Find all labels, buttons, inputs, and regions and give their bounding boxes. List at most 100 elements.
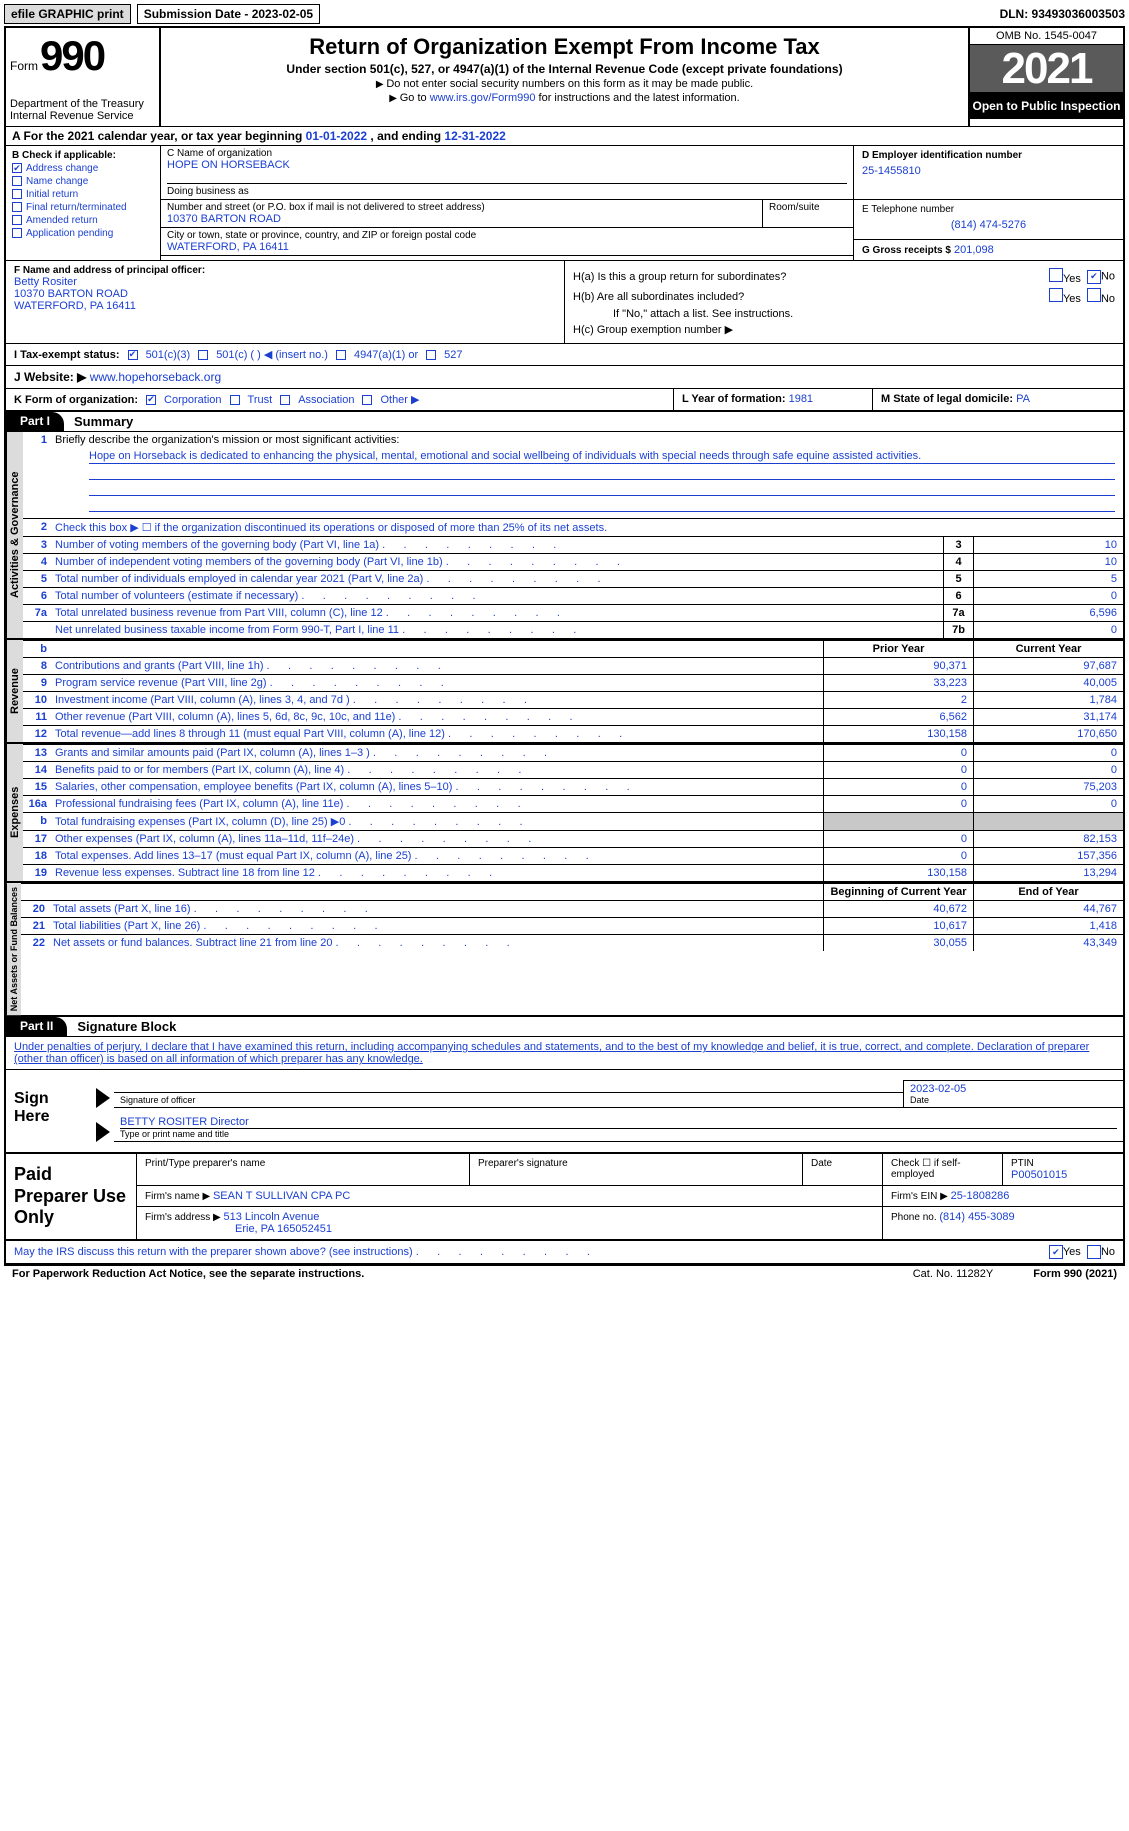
form-subtitle: Under section 501(c), 527, or 4947(a)(1)… <box>165 62 964 76</box>
city: WATERFORD, PA 16411 <box>167 241 847 253</box>
chk-assoc[interactable] <box>280 395 290 405</box>
chk-app-pending[interactable] <box>12 228 22 238</box>
instr-2: Go to www.irs.gov/Form990 for instructio… <box>165 92 964 104</box>
summary-line: 15 Salaries, other compensation, employe… <box>23 778 1123 795</box>
part-ii-header: Part II Signature Block <box>6 1017 1123 1037</box>
summary-line: 11 Other revenue (Part VIII, column (A),… <box>23 708 1123 725</box>
mission-text: Hope on Horseback is dedicated to enhanc… <box>89 450 1115 464</box>
signature-arrow-icon <box>96 1088 110 1108</box>
summary-line: 9 Program service revenue (Part VIII, li… <box>23 674 1123 691</box>
firm-addr2: Erie, PA 165052451 <box>145 1223 332 1235</box>
summary-line: 12 Total revenue—add lines 8 through 11 … <box>23 725 1123 742</box>
discuss-row: May the IRS discuss this return with the… <box>6 1241 1123 1264</box>
form-number: 990 <box>40 32 104 80</box>
city-label: City or town, state or province, country… <box>167 230 847 241</box>
summary-line: 5 Total number of individuals employed i… <box>23 570 1123 587</box>
hdr-current-year: Current Year <box>973 641 1123 657</box>
chk-name-change[interactable] <box>12 176 22 186</box>
form-990: Form 990 Department of the Treasury Inte… <box>4 26 1125 1266</box>
officer-name-field[interactable]: BETTY ROSITER Director Type or print nam… <box>114 1114 1123 1142</box>
cat-no: Cat. No. 11282Y <box>913 1268 994 1280</box>
prep-date-head: Date <box>803 1154 883 1185</box>
officer-street: 10370 BARTON ROAD <box>14 288 556 300</box>
prep-name-head: Print/Type preparer's name <box>137 1154 470 1185</box>
signature-officer-field[interactable]: Signature of officer <box>114 1092 903 1108</box>
tab-expenses: Expenses <box>6 744 23 881</box>
prep-sig-head: Preparer's signature <box>470 1154 803 1185</box>
chk-other[interactable] <box>362 395 372 405</box>
summary-line: 20 Total assets (Part X, line 16) 40,672… <box>21 900 1123 917</box>
dept-label: Department of the Treasury Internal Reve… <box>10 98 155 122</box>
header-left: Form 990 Department of the Treasury Inte… <box>6 28 161 126</box>
sign-here-label: Sign Here <box>6 1070 96 1152</box>
street: 10370 BARTON ROAD <box>167 213 756 225</box>
tax-year: 2021 <box>970 45 1123 93</box>
summary-line: 17 Other expenses (Part IX, column (A), … <box>23 830 1123 847</box>
firm-phone: (814) 455-3089 <box>939 1211 1014 1223</box>
tab-revenue: Revenue <box>6 640 23 742</box>
line-k: K Form of organization: ✔Corporation Tru… <box>6 389 1123 412</box>
summary-line: 10 Investment income (Part VIII, column … <box>23 691 1123 708</box>
room-label: Room/suite <box>769 202 847 213</box>
name-arrow-icon <box>96 1122 110 1142</box>
header-right: OMB No. 1545-0047 2021 Open to Public In… <box>968 28 1123 126</box>
chk-initial-return[interactable] <box>12 189 22 199</box>
summary-line: 14 Benefits paid to or for members (Part… <box>23 761 1123 778</box>
signature-date: 2023-02-05 <box>910 1083 1117 1095</box>
chk-501c[interactable] <box>198 350 208 360</box>
chk-corp[interactable]: ✔ <box>146 395 156 405</box>
summary-line: 4 Number of independent voting members o… <box>23 553 1123 570</box>
hdr-end-year: End of Year <box>973 884 1123 900</box>
ha-no[interactable]: ✔ <box>1087 270 1101 284</box>
chk-final-return[interactable] <box>12 202 22 212</box>
phone-label: E Telephone number <box>862 204 1115 215</box>
summary-line: 7a Total unrelated business revenue from… <box>23 604 1123 621</box>
website-link[interactable]: www.hopehorseback.org <box>90 370 221 384</box>
instr-1: Do not enter social security numbers on … <box>165 78 964 90</box>
chk-amended[interactable] <box>12 215 22 225</box>
officer-block: F Name and address of principal officer:… <box>6 261 565 343</box>
org-name: HOPE ON HORSEBACK <box>167 159 847 171</box>
state-domicile: PA <box>1016 393 1030 405</box>
discuss-yes[interactable]: ✔ <box>1049 1245 1063 1259</box>
firm-addr1: 513 Lincoln Avenue <box>224 1211 320 1223</box>
tab-activities-governance: Activities & Governance <box>6 432 23 638</box>
ein: 25-1455810 <box>862 161 1115 181</box>
form-title: Return of Organization Exempt From Incom… <box>165 34 964 60</box>
summary-line: 3 Number of voting members of the govern… <box>23 536 1123 553</box>
name-label: C Name of organization <box>167 148 847 159</box>
firm-ein: 25-1808286 <box>951 1190 1010 1202</box>
omb: OMB No. 1545-0047 <box>970 28 1123 45</box>
part-i-header: Part I Summary <box>6 412 1123 432</box>
hb-no[interactable] <box>1087 288 1101 302</box>
officer-name: Betty Rositer <box>14 276 556 288</box>
chk-address-change[interactable]: ✔ <box>12 163 22 173</box>
summary-line: Net unrelated business taxable income fr… <box>23 621 1123 638</box>
chk-501c3[interactable]: ✔ <box>128 350 138 360</box>
chk-4947[interactable] <box>336 350 346 360</box>
irs-link[interactable]: www.irs.gov/Form990 <box>430 92 536 104</box>
ptin-head: PTIN <box>1011 1158 1115 1169</box>
summary-line: 21 Total liabilities (Part X, line 26) 1… <box>21 917 1123 934</box>
submission-date: Submission Date - 2023-02-05 <box>137 4 320 24</box>
hb-yes[interactable] <box>1049 288 1063 302</box>
line-i: I Tax-exempt status: ✔501(c)(3) 501(c) (… <box>6 343 1123 366</box>
hdr-prior-year: Prior Year <box>823 641 973 657</box>
dba-label: Doing business as <box>167 183 847 197</box>
summary-line: 8 Contributions and grants (Part VIII, l… <box>23 657 1123 674</box>
street-label: Number and street (or P.O. box if mail i… <box>167 202 756 213</box>
phone: (814) 474-5276 <box>862 215 1115 235</box>
summary-line: b Total fundraising expenses (Part IX, c… <box>23 812 1123 830</box>
chk-527[interactable] <box>426 350 436 360</box>
summary-line: 16a Professional fundraising fees (Part … <box>23 795 1123 812</box>
col-b: B Check if applicable: ✔Address change N… <box>6 146 161 260</box>
efile-button[interactable]: efile GRAPHIC print <box>4 4 131 24</box>
open-inspection: Open to Public Inspection <box>970 93 1123 119</box>
hdr-begin-year: Beginning of Current Year <box>823 884 973 900</box>
form-word: Form <box>10 59 38 73</box>
discuss-no[interactable] <box>1087 1245 1101 1259</box>
footer: For Paperwork Reduction Act Notice, see … <box>4 1266 1125 1282</box>
chk-trust[interactable] <box>230 395 240 405</box>
summary-line: 13 Grants and similar amounts paid (Part… <box>23 744 1123 761</box>
ha-yes[interactable] <box>1049 268 1063 282</box>
